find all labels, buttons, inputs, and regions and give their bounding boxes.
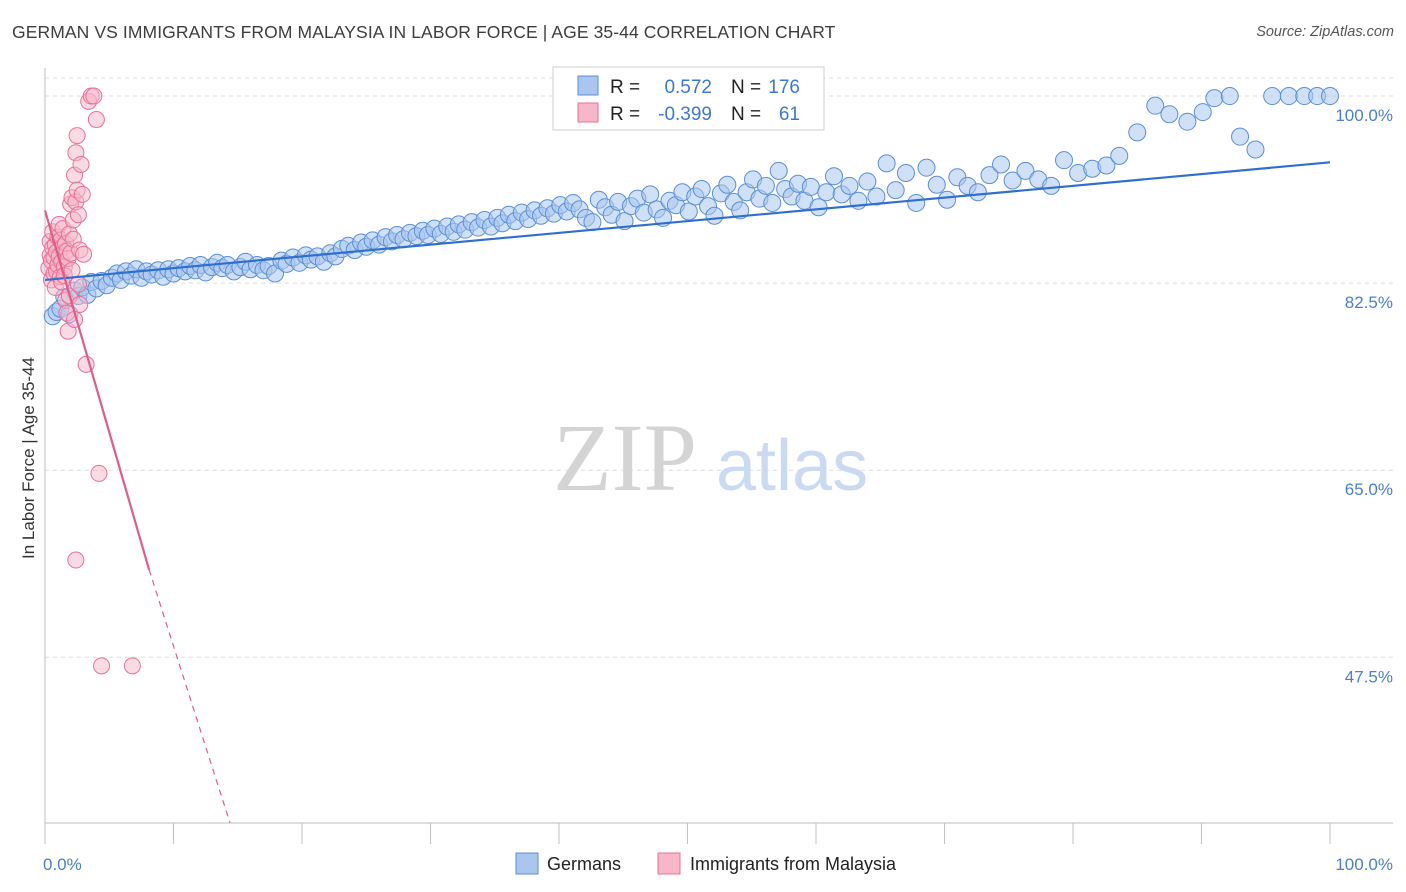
data-points: [40, 87, 1339, 675]
german-point: [1055, 151, 1074, 170]
y-axis-title: In Labor Force | Age 35-44: [19, 357, 38, 559]
malaysia-point: [93, 657, 111, 675]
german-point: [615, 212, 634, 231]
malaysia-point: [73, 185, 91, 203]
tick-labels: 100.0% 82.5% 65.0% 47.5% 0.0% 100.0%: [43, 106, 1393, 874]
german-point: [938, 190, 957, 209]
chart-title: GERMAN VS IMMIGRANTS FROM MALAYSIA IN LA…: [12, 22, 836, 42]
german-point: [886, 181, 905, 200]
german-point: [769, 161, 788, 180]
malaysia-trend-line: [43, 210, 151, 570]
malaysia-point: [75, 245, 93, 263]
legend: Germans Immigrants from Malaysia: [515, 852, 897, 875]
german-point: [809, 198, 828, 217]
malaysia-point: [69, 275, 87, 293]
german-point: [1110, 146, 1129, 165]
stats-r-value-malaysia: -0.399: [658, 104, 712, 125]
malaysia-point: [87, 111, 105, 129]
german-point: [583, 213, 602, 232]
german-point: [896, 164, 915, 183]
german-point: [1146, 96, 1165, 115]
legend-label-malaysia: Immigrants from Malaysia: [690, 854, 897, 874]
german-point: [641, 185, 660, 204]
malaysia-point: [69, 206, 87, 224]
x-tick-label: 0.0%: [43, 855, 82, 874]
y-tick-label: 65.0%: [1345, 480, 1393, 499]
stats-n-label-german: N =: [731, 77, 761, 98]
malaysia-trend-extension: [148, 569, 231, 824]
german-point: [1003, 171, 1022, 190]
german-point: [756, 176, 775, 195]
german-point: [1205, 89, 1224, 108]
german-point: [718, 175, 737, 194]
stats-n-value-malaysia: 61: [779, 104, 800, 125]
malaysia-point: [67, 551, 85, 569]
german-point: [705, 206, 724, 225]
german-point: [980, 166, 999, 185]
gridlines: [45, 77, 1393, 658]
german-point: [679, 202, 698, 221]
german-point: [1178, 112, 1197, 131]
watermark-atlas: atlas: [716, 426, 868, 506]
chart-source: Source: ZipAtlas.com: [1256, 24, 1394, 40]
stats-swatch-malaysia: [577, 102, 599, 123]
german-point: [817, 183, 836, 202]
malaysia-point: [90, 464, 108, 482]
trend-lines: [43, 161, 1331, 824]
axes: [44, 68, 1393, 844]
y-tick-label: 47.5%: [1345, 667, 1393, 686]
german-point: [1231, 127, 1250, 146]
malaysia-point: [68, 127, 86, 145]
german-point: [927, 175, 946, 194]
german-point: [1097, 156, 1116, 175]
german-trend-line: [44, 161, 1331, 282]
german-point: [801, 177, 820, 196]
german-point: [1128, 123, 1147, 142]
german-point: [1193, 103, 1212, 122]
german-point: [907, 193, 926, 212]
stats-r-label-malaysia: R =: [610, 104, 640, 125]
german-point: [840, 176, 859, 195]
y-tick-label: 100.0%: [1335, 106, 1393, 125]
german-point: [1321, 87, 1339, 106]
stats-swatch-german: [577, 75, 599, 96]
german-point: [968, 183, 987, 202]
german-point: [824, 167, 843, 186]
malaysia-point: [85, 87, 103, 105]
german-point: [992, 155, 1011, 174]
german-point: [867, 187, 886, 206]
watermark-zip: ZIP: [553, 404, 697, 511]
german-point: [731, 201, 750, 220]
german-point: [858, 172, 877, 191]
legend-swatch-germans: [515, 852, 539, 875]
german-point: [1220, 87, 1239, 106]
german-point: [917, 158, 936, 177]
legend-label-germans: Germans: [547, 854, 621, 874]
german-point: [1246, 140, 1265, 159]
watermark: ZIP atlas: [553, 404, 868, 511]
german-point: [1160, 105, 1179, 124]
stats-r-value-german: 0.572: [664, 77, 712, 98]
stats-box: R = 0.572 N = 176 R = -0.399 N = 61: [552, 66, 825, 131]
legend-swatch-malaysia: [657, 852, 681, 875]
stats-n-value-german: 176: [768, 77, 800, 98]
german-point: [1042, 176, 1061, 195]
y-tick-label: 82.5%: [1345, 293, 1393, 312]
stats-n-label-malaysia: N =: [731, 104, 761, 125]
german-point: [692, 180, 711, 199]
stats-r-label-german: R =: [610, 77, 640, 98]
malaysia-point: [72, 155, 90, 173]
german-point: [763, 193, 782, 212]
x-tick-label: 100.0%: [1335, 855, 1393, 874]
malaysia-point: [123, 657, 141, 675]
german-point: [877, 154, 896, 173]
german-point: [1279, 87, 1298, 106]
german-point: [1263, 87, 1282, 106]
german-point: [1016, 161, 1035, 180]
